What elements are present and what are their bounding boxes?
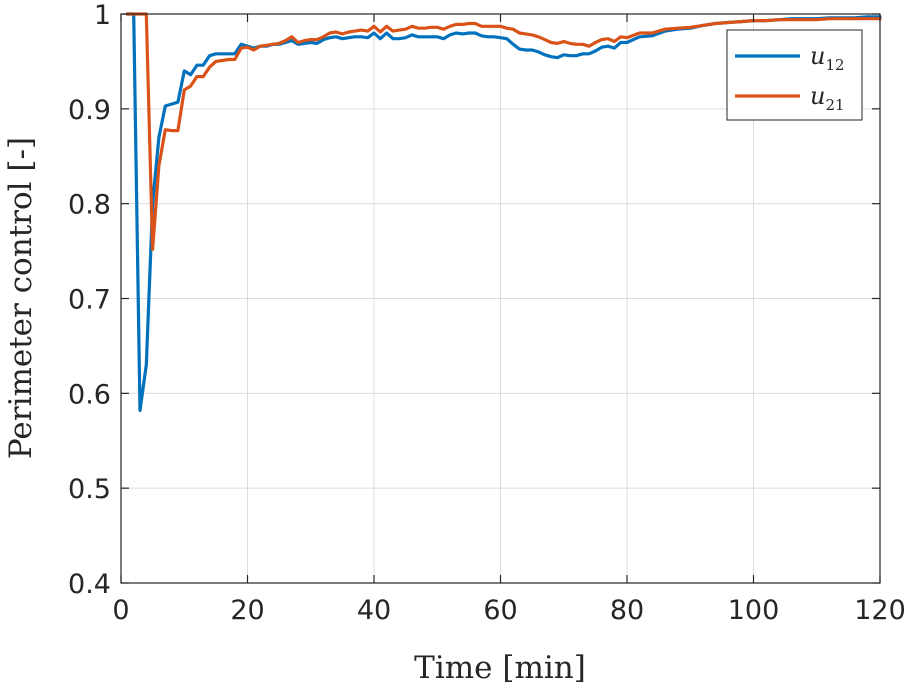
x-tick-label: 60 xyxy=(483,595,517,626)
data-series xyxy=(125,12,882,412)
legend-entry-u12: u12 xyxy=(810,42,845,74)
y-tick-label: 1 xyxy=(94,0,111,31)
axis-tick-labels: 0 20 40 60 80 100 120 0.4 0.5 0.6 0.7 0.8 0.9 1 xyxy=(68,0,906,626)
y-tick-label: 0.8 xyxy=(68,190,111,221)
y-tick-label: 0.4 xyxy=(68,569,111,600)
series-line-u21 xyxy=(125,12,882,251)
legend-box xyxy=(726,29,863,121)
x-tick-label: 20 xyxy=(230,595,264,626)
x-axis-label: Time [min] xyxy=(414,650,586,684)
x-tick-label: 100 xyxy=(728,595,780,626)
y-tick-label: 0.9 xyxy=(68,95,111,126)
y-tick-label: 0.5 xyxy=(68,474,111,505)
legend-entry-u21: u21 xyxy=(810,82,845,114)
x-tick-label: 120 xyxy=(854,595,906,626)
x-tick-label: 80 xyxy=(610,595,644,626)
x-tick-label: 40 xyxy=(357,595,391,626)
y-tick-label: 0.6 xyxy=(68,379,111,410)
y-tick-label: 0.7 xyxy=(68,285,111,316)
y-axis-label: Perimeter control [-] xyxy=(3,137,39,459)
axis-ticks xyxy=(120,13,881,584)
x-tick-label: 0 xyxy=(112,595,129,626)
